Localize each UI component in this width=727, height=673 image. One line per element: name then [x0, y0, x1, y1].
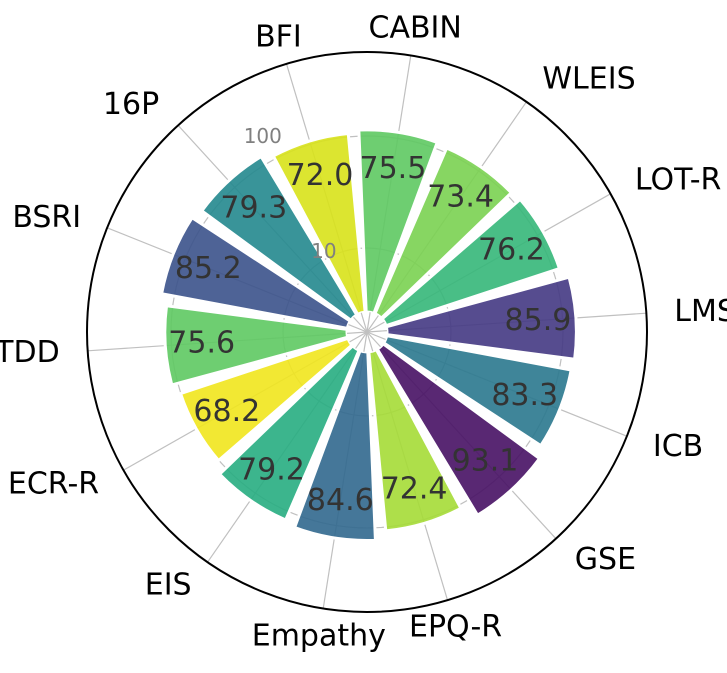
center-gridline-cabin [366, 312, 371, 333]
value-label-eis: 79.2 [238, 452, 305, 487]
category-label-lms: LMS [674, 294, 727, 329]
center-gridline-icb [366, 331, 386, 341]
value-label-ecr-r: 68.2 [193, 394, 260, 429]
center-gridline-lms [366, 330, 387, 333]
center-gridline-empathy [363, 331, 368, 352]
center-gridline-bfi [360, 312, 368, 333]
value-label-dtdd: 75.6 [168, 326, 235, 361]
center-gridline-eis [355, 331, 368, 349]
category-labels: CABIN WLEIS LOT-R LMS ICB GSE EPQ-R Empathy EIS E… [0, 10, 727, 653]
center-gridline-epq-r [366, 331, 374, 352]
value-label-bfi: 72.0 [287, 158, 354, 193]
category-label-gse: GSE [575, 542, 636, 577]
category-label-bsri: BSRI [12, 200, 81, 235]
category-label-empathy: Empathy [252, 619, 386, 654]
category-label-icb: ICB [653, 429, 703, 464]
value-label-cabin: 75.5 [360, 151, 427, 186]
category-label-epq-r: EPQ-R [409, 609, 502, 644]
category-label-wleis: WLEIS [542, 61, 635, 96]
center-gridlines [347, 312, 387, 352]
center-gridline-ecr-r [349, 331, 368, 343]
center-gridline-bsri [348, 323, 368, 333]
radial-ticks: 10 100 [244, 124, 337, 263]
center-gridline-lot-r [366, 321, 385, 333]
value-label-16p: 79.3 [220, 191, 287, 226]
value-label-empathy: 84.6 [307, 483, 374, 518]
category-label-cabin: CABIN [369, 10, 462, 45]
value-labels: 75.573.4 76.2 85.9 83.3 93.172.484.679.2 68.2… [168, 151, 571, 518]
polar-frame [86, 51, 648, 613]
r-tick-100: 100 [244, 124, 282, 148]
category-label-dtdd: DTDD [0, 335, 60, 370]
value-label-lot-r: 76.2 [478, 233, 545, 268]
center-gridline-gse [366, 331, 381, 348]
category-label-eis: EIS [145, 568, 192, 603]
value-label-wleis: 73.4 [427, 179, 494, 214]
value-label-bsri: 85.2 [175, 251, 242, 286]
value-label-epq-r: 72.4 [381, 471, 448, 506]
value-label-icb: 83.3 [491, 378, 558, 413]
center-gridline-wleis [366, 315, 379, 333]
value-label-gse: 93.1 [452, 444, 519, 479]
category-label-ecr-r: ECR-R [8, 467, 99, 502]
center-gridline-16p [353, 316, 368, 333]
center-gridline-dtdd [347, 331, 368, 334]
r-tick-10: 10 [311, 239, 336, 263]
category-label-bfi: BFI [255, 20, 302, 55]
category-label-lot-r: LOT-R [635, 162, 722, 197]
value-label-lms: 85.9 [505, 303, 572, 338]
category-label-16p: 16P [103, 87, 159, 122]
